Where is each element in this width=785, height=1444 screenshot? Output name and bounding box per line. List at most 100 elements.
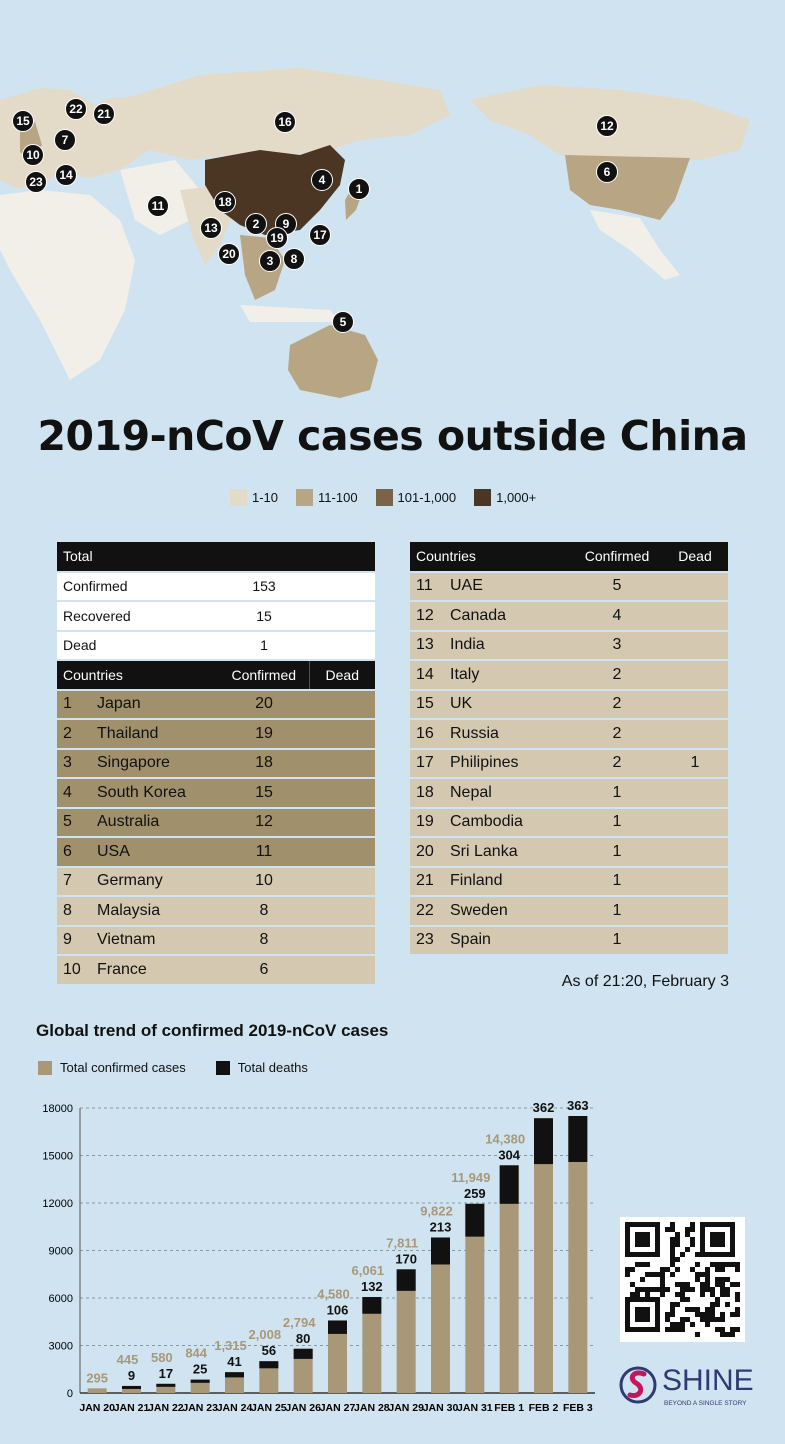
qr-module	[670, 1307, 675, 1312]
confirmed-data-label: 844	[185, 1346, 207, 1361]
qr-module	[735, 1292, 740, 1297]
y-tick-label: 0	[67, 1388, 73, 1400]
map-marker: 17	[309, 224, 331, 246]
map-marker: 16	[274, 111, 296, 133]
country-number: 22	[410, 896, 444, 927]
x-tick-label: FEB 2	[529, 1402, 559, 1414]
right-table: Countries Confirmed Dead 11 UAE 5 12 Canada 4…	[410, 542, 728, 956]
qr-module	[705, 1277, 710, 1282]
qr-module	[670, 1237, 675, 1242]
country-row: 1 Japan 20	[57, 689, 375, 720]
deaths-data-label: 17	[159, 1366, 173, 1381]
qr-module	[675, 1242, 680, 1247]
country-number: 18	[410, 778, 444, 809]
qr-module	[720, 1292, 725, 1297]
country-row: 9 Vietnam 8	[57, 925, 375, 956]
country-number: 1	[57, 689, 91, 720]
confirmed-count: 19	[219, 719, 309, 750]
deaths-data-label: 259	[464, 1186, 486, 1201]
qr-module	[675, 1282, 680, 1287]
qr-module	[690, 1267, 695, 1272]
dead-count	[309, 689, 375, 720]
qr-module	[715, 1327, 720, 1332]
qr-module	[685, 1287, 690, 1292]
map-marker: 8	[283, 248, 305, 270]
qr-module	[630, 1282, 635, 1287]
qr-module	[735, 1262, 740, 1267]
qr-module	[690, 1237, 695, 1242]
deaths-bar	[328, 1320, 347, 1334]
qr-module	[650, 1272, 655, 1277]
dead-count	[309, 807, 375, 838]
deaths-bar	[293, 1348, 313, 1359]
qr-module	[690, 1227, 695, 1232]
confirmed-data-label: 6,061	[352, 1263, 385, 1278]
col-header-dead: Dead	[308, 660, 375, 691]
confirmed-bar	[465, 1203, 485, 1393]
qr-module	[695, 1272, 700, 1277]
map-marker: 13	[200, 217, 222, 239]
qr-module	[625, 1267, 630, 1272]
x-tick-label: JAN 29	[388, 1402, 424, 1414]
legend-swatch	[296, 489, 314, 506]
qr-module	[715, 1297, 720, 1302]
qr-module	[635, 1287, 640, 1292]
country-name: Spain	[444, 925, 572, 956]
qr-module	[630, 1292, 635, 1297]
qr-module	[710, 1287, 715, 1292]
y-tick-label: 12000	[42, 1198, 73, 1210]
deaths-bar	[259, 1361, 279, 1369]
legend-swatch	[230, 489, 247, 506]
confirmed-count: 1	[572, 925, 662, 956]
qr-module	[640, 1277, 645, 1282]
country-name: Italy	[444, 660, 572, 691]
country-name: Finland	[444, 866, 572, 897]
x-tick-label: JAN 20	[79, 1402, 115, 1414]
qr-module	[665, 1312, 670, 1317]
confirmed-count: 18	[219, 748, 309, 779]
legend-label: Total confirmed cases	[60, 1060, 186, 1075]
qr-module	[700, 1287, 705, 1292]
australia-landmass	[288, 325, 378, 398]
deaths-data-label: 9	[128, 1368, 135, 1383]
country-name: UK	[444, 689, 572, 720]
country-name: Philipines	[444, 748, 572, 779]
x-tick-label: JAN 30	[423, 1402, 459, 1414]
confirmed-count: 2	[572, 719, 662, 750]
map-marker: 12	[596, 115, 618, 137]
confirmed-data-label: 2,794	[283, 1315, 316, 1330]
legend-item: 101-1,000	[375, 489, 456, 506]
qr-code	[620, 1217, 745, 1342]
qr-module	[680, 1327, 685, 1332]
confirmed-count: 2	[572, 748, 662, 779]
qr-module	[640, 1262, 645, 1267]
qr-module	[710, 1317, 715, 1322]
map-marker: 20	[218, 243, 240, 265]
qr-module	[720, 1287, 725, 1292]
y-tick-label: 6000	[49, 1293, 73, 1305]
qr-module	[735, 1312, 740, 1317]
map-marker: 19	[266, 227, 288, 249]
chart-title: Global trend of confirmed 2019-nCoV case…	[36, 1021, 389, 1040]
qr-module	[685, 1307, 690, 1312]
qr-module	[705, 1322, 710, 1327]
qr-module	[735, 1297, 740, 1302]
country-number: 14	[410, 660, 444, 691]
confirmed-count: 2	[572, 689, 662, 720]
confirmed-data-label: 9,822	[420, 1203, 453, 1218]
country-number: 21	[410, 866, 444, 897]
deaths-bar	[156, 1383, 176, 1387]
qr-module	[690, 1307, 695, 1312]
map-marker: 7	[54, 129, 76, 151]
x-tick-label: JAN 26	[285, 1402, 321, 1414]
country-name: Sri Lanka	[444, 837, 572, 868]
qr-module	[675, 1327, 680, 1332]
confirmed-bar	[225, 1372, 244, 1393]
qr-module	[720, 1282, 725, 1287]
confirmed-bar	[293, 1348, 313, 1393]
qr-module	[725, 1262, 730, 1267]
country-name: France	[91, 955, 219, 986]
deaths-data-label: 132	[361, 1279, 383, 1294]
qr-module	[705, 1317, 710, 1322]
map-marker: 2	[245, 213, 267, 235]
